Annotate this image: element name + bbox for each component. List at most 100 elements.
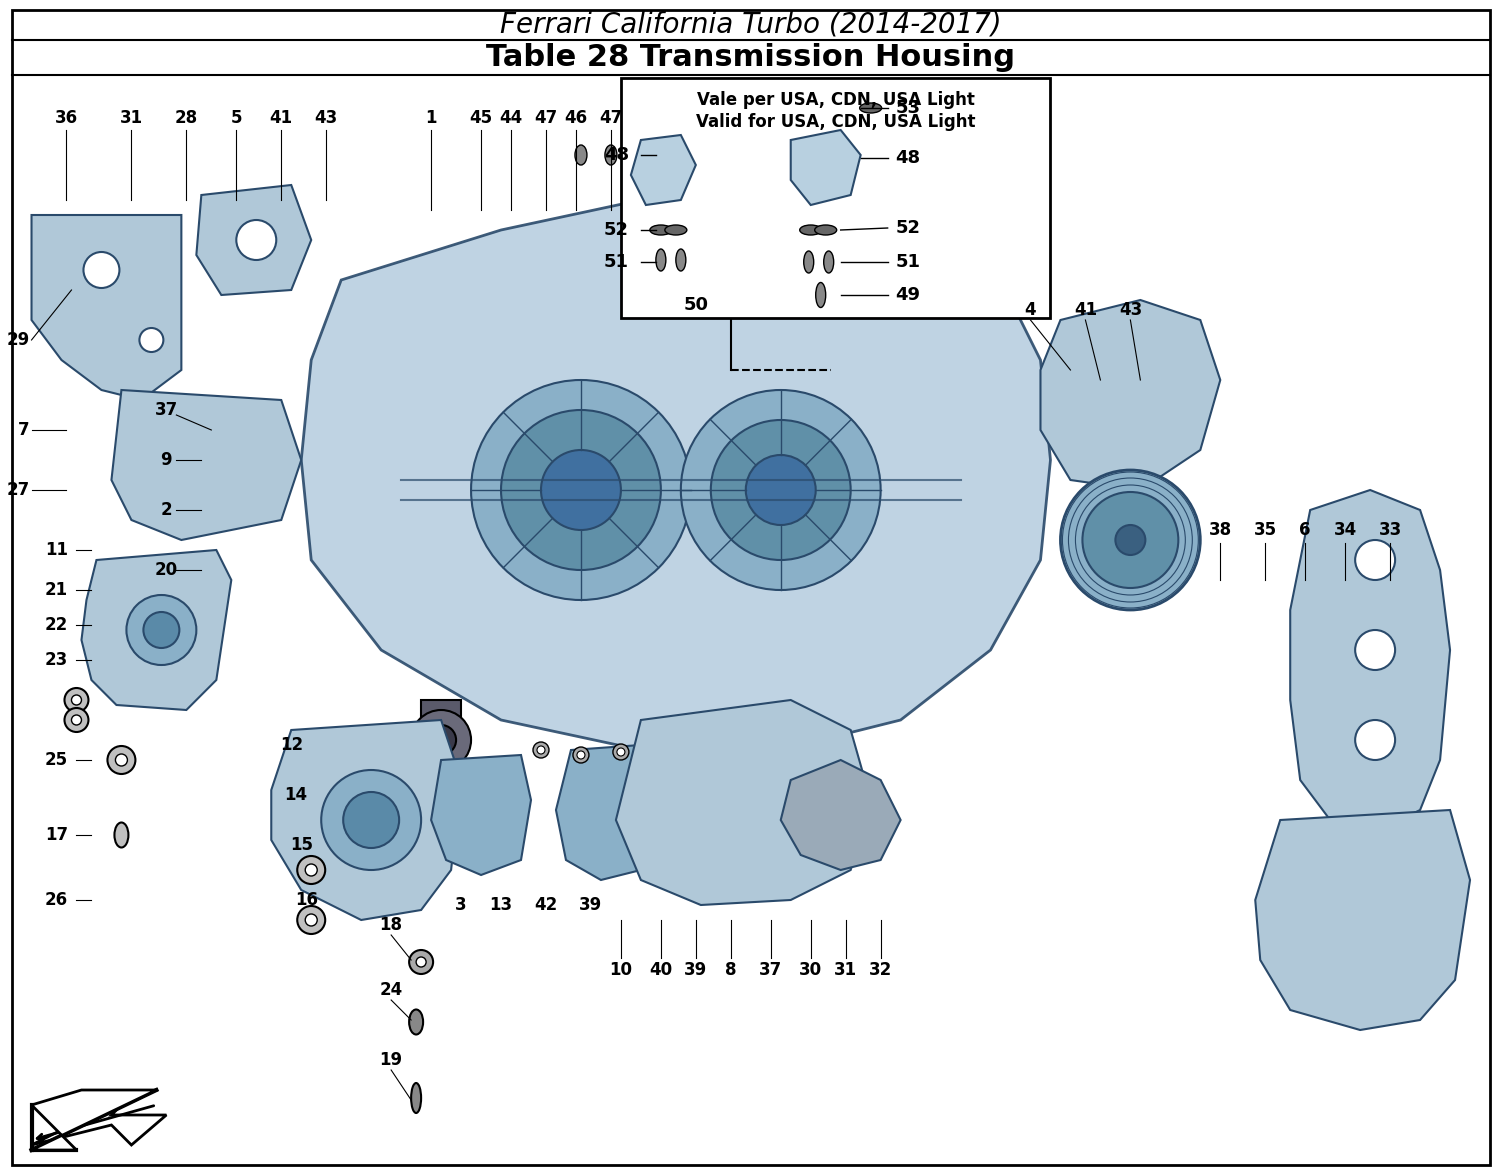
Ellipse shape [804, 251, 813, 273]
Circle shape [297, 857, 326, 884]
Polygon shape [32, 1090, 156, 1150]
Ellipse shape [824, 251, 834, 273]
Circle shape [344, 792, 399, 848]
Circle shape [537, 746, 544, 754]
Text: 39: 39 [579, 897, 603, 914]
Circle shape [1060, 470, 1200, 610]
Circle shape [711, 419, 850, 560]
Text: 50: 50 [684, 296, 708, 314]
Ellipse shape [816, 282, 825, 308]
Text: 3: 3 [456, 897, 466, 914]
Text: Table 28 Transmission Housing: Table 28 Transmission Housing [486, 43, 1016, 73]
Text: 39: 39 [684, 961, 708, 979]
Polygon shape [111, 390, 302, 540]
Text: 5: 5 [231, 109, 242, 127]
Circle shape [501, 410, 662, 570]
Text: 22: 22 [45, 616, 68, 635]
Ellipse shape [656, 249, 666, 271]
Text: 23: 23 [45, 651, 68, 669]
Text: 28: 28 [176, 109, 198, 127]
Ellipse shape [676, 249, 686, 271]
Text: 47: 47 [600, 109, 622, 127]
Text: 26: 26 [45, 891, 68, 909]
Text: 43: 43 [1119, 301, 1142, 318]
Circle shape [84, 251, 120, 288]
Text: 7: 7 [18, 421, 30, 439]
Polygon shape [1290, 490, 1450, 830]
Polygon shape [780, 760, 900, 870]
Text: 44: 44 [500, 109, 522, 127]
Circle shape [411, 710, 471, 770]
Circle shape [426, 725, 456, 756]
Text: 18: 18 [380, 916, 402, 934]
Text: 25: 25 [45, 751, 68, 768]
Ellipse shape [410, 1009, 423, 1034]
Text: Vale per USA, CDN, USA Light: Vale per USA, CDN, USA Light [696, 90, 975, 109]
Text: 17: 17 [45, 826, 68, 844]
Text: 34: 34 [1334, 521, 1358, 539]
Polygon shape [1256, 810, 1470, 1030]
Ellipse shape [664, 224, 687, 235]
Polygon shape [272, 720, 460, 920]
Ellipse shape [114, 822, 129, 847]
Text: 43: 43 [315, 109, 338, 127]
Text: 27: 27 [6, 481, 30, 499]
Polygon shape [790, 130, 861, 204]
Circle shape [140, 328, 164, 352]
Circle shape [297, 906, 326, 934]
Polygon shape [556, 745, 651, 880]
Text: 2: 2 [160, 501, 172, 519]
Text: 36: 36 [56, 109, 78, 127]
Circle shape [532, 741, 549, 758]
Circle shape [144, 612, 180, 647]
Circle shape [573, 747, 590, 763]
Text: 48: 48 [896, 149, 921, 167]
Circle shape [72, 716, 81, 725]
Ellipse shape [411, 1083, 422, 1113]
Text: 35: 35 [1254, 521, 1276, 539]
Text: 4: 4 [1024, 301, 1036, 318]
Text: 42: 42 [534, 897, 558, 914]
Text: 1: 1 [426, 109, 436, 127]
Text: 31: 31 [120, 109, 142, 127]
Circle shape [126, 595, 196, 665]
Text: 29: 29 [6, 331, 30, 349]
Circle shape [681, 390, 880, 590]
Ellipse shape [634, 145, 646, 165]
Text: 51: 51 [896, 253, 921, 271]
Circle shape [1354, 630, 1395, 670]
Text: 8: 8 [724, 961, 736, 979]
Circle shape [321, 770, 422, 870]
Text: 45: 45 [470, 109, 492, 127]
Text: 52: 52 [896, 219, 921, 237]
Text: Valid for USA, CDN, USA Light: Valid for USA, CDN, USA Light [696, 113, 975, 130]
Circle shape [116, 754, 128, 766]
Circle shape [410, 951, 434, 974]
Polygon shape [196, 184, 310, 295]
Circle shape [72, 694, 81, 705]
Polygon shape [302, 200, 1050, 750]
Text: 33: 33 [1378, 521, 1401, 539]
Text: 47: 47 [534, 109, 558, 127]
Text: 9: 9 [160, 451, 172, 469]
Ellipse shape [815, 224, 837, 235]
Text: 53: 53 [896, 99, 921, 118]
Ellipse shape [574, 145, 586, 165]
Text: 52: 52 [604, 221, 628, 239]
Text: 16: 16 [294, 891, 318, 909]
Ellipse shape [859, 103, 882, 113]
Circle shape [108, 746, 135, 774]
Text: 24: 24 [380, 981, 404, 999]
Text: Ferrari California Turbo (2014-2017): Ferrari California Turbo (2014-2017) [500, 11, 1002, 39]
Polygon shape [632, 135, 696, 204]
Polygon shape [616, 700, 870, 905]
Text: 21: 21 [45, 580, 68, 599]
Text: 41: 41 [270, 109, 292, 127]
Text: 38: 38 [1209, 521, 1231, 539]
Ellipse shape [800, 224, 822, 235]
Text: 48: 48 [604, 146, 628, 164]
Circle shape [304, 864, 316, 877]
Ellipse shape [604, 145, 616, 165]
Text: 19: 19 [380, 1050, 402, 1069]
Polygon shape [430, 756, 531, 875]
